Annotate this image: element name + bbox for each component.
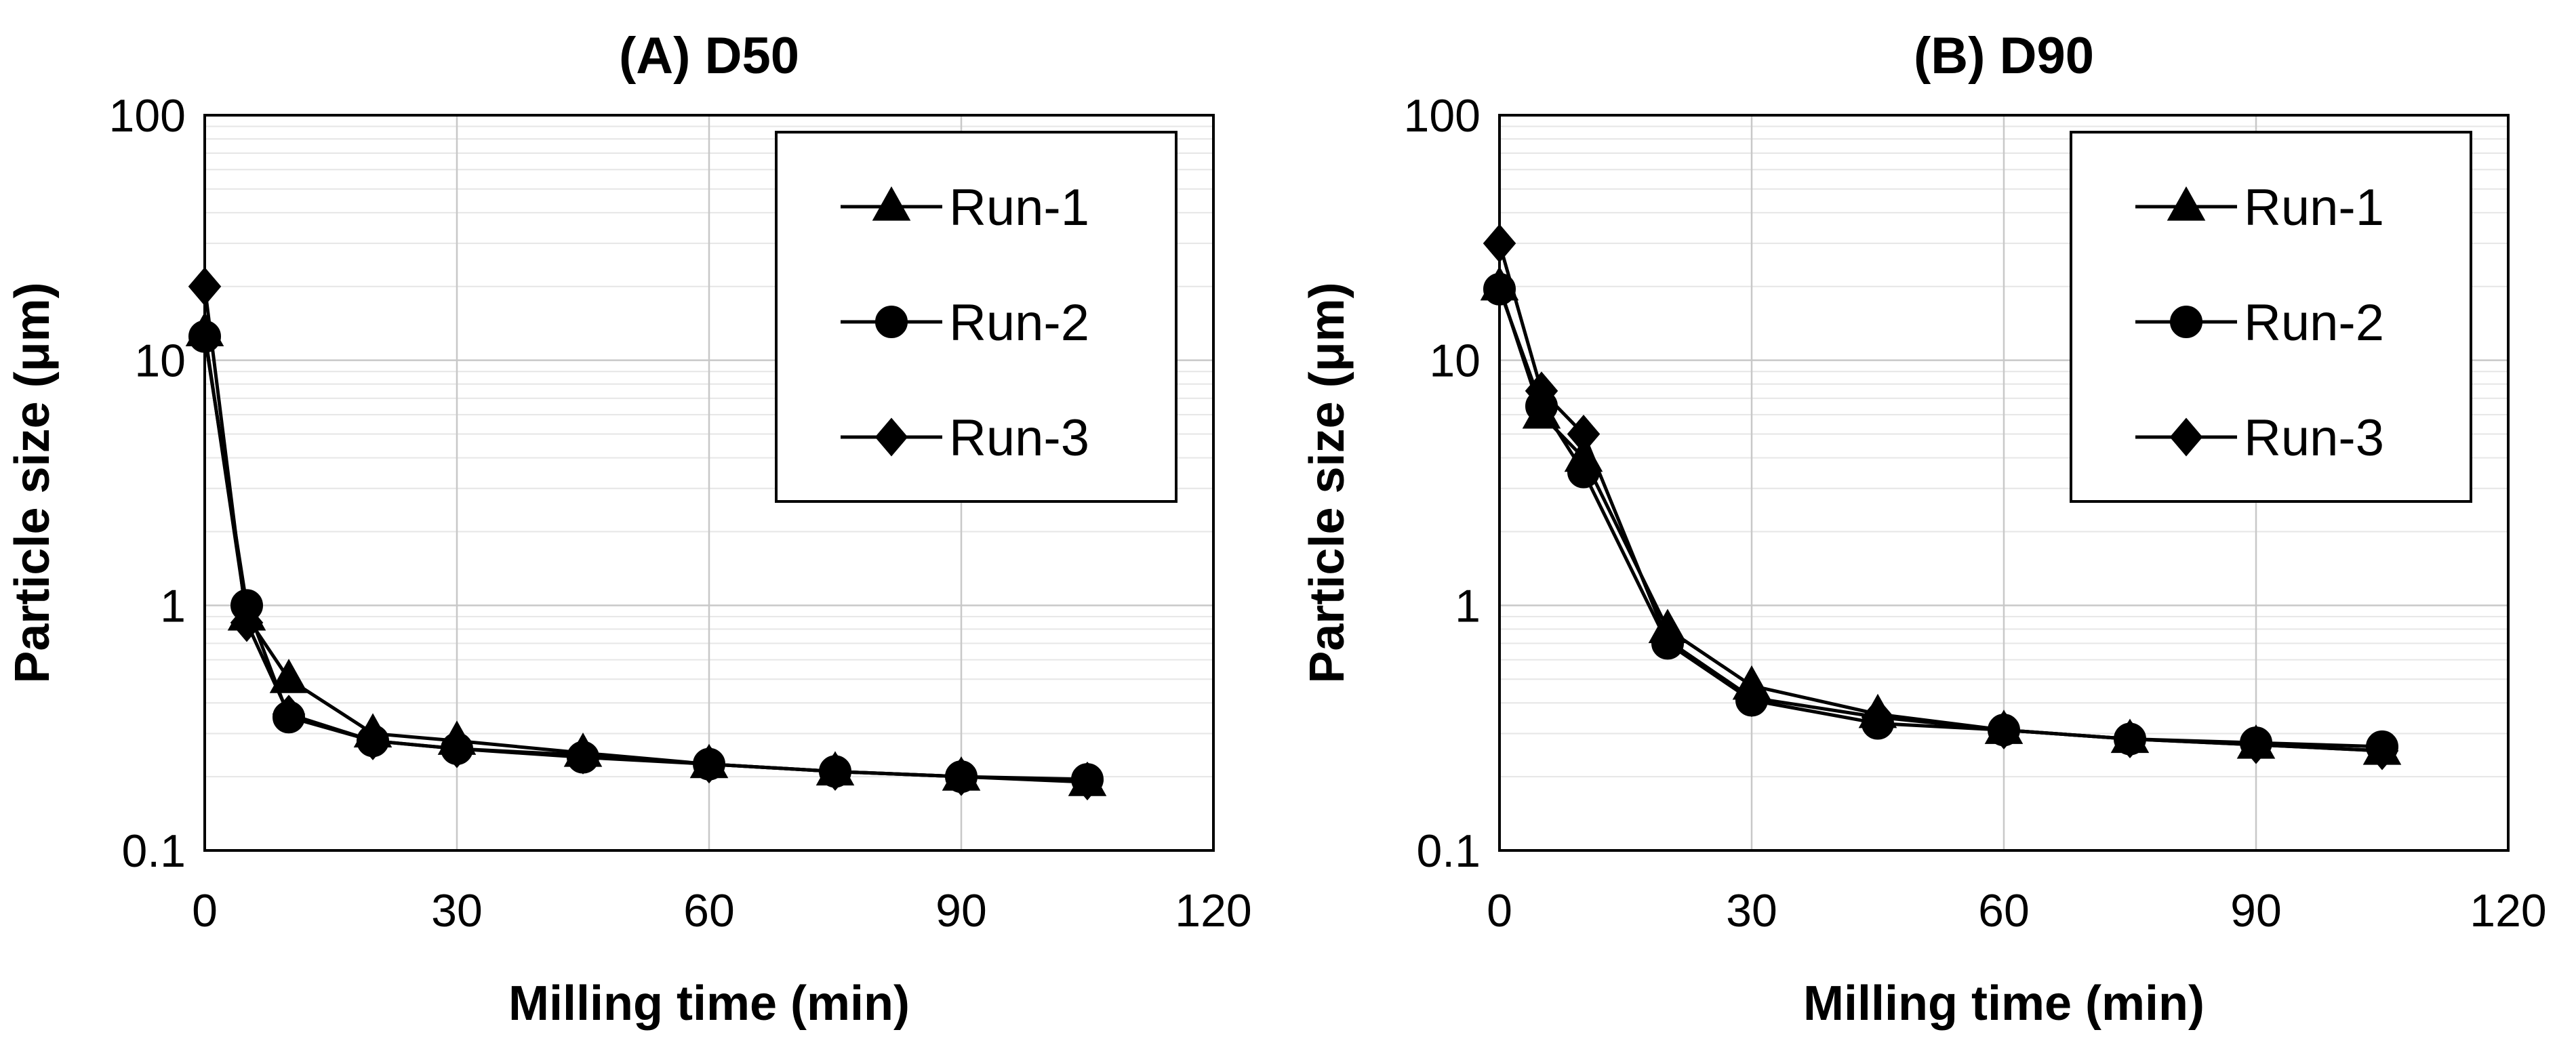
series-run-3: [1483, 224, 2399, 770]
x-tick-label: 0: [192, 885, 218, 937]
legend-box: [775, 131, 1178, 503]
data-point-run-3: [1483, 224, 1516, 263]
data-point-run-3: [1861, 697, 1895, 737]
x-tick-label: 0: [1487, 885, 1512, 937]
data-point-run-3: [2365, 731, 2399, 770]
chart-panel-2: 0.1 1 10 100 0 30 60 90 120 (B) D90 Milling time (…: [1300, 27, 2547, 1031]
x-tick-label: 60: [683, 885, 735, 937]
x-tick-label: 90: [935, 885, 987, 937]
data-point-run-3: [1651, 621, 1685, 660]
y-tick-label: 1: [160, 580, 186, 632]
legend-marker-run-1: [2167, 186, 2206, 221]
chart-panel-1: 0.1 1 10 100 0 30 60 90 120 (A) D50 Milling time (…: [5, 27, 1252, 1031]
plot-frame: [1498, 114, 2510, 852]
data-point-run-3: [272, 695, 306, 734]
x-tick-label: 30: [1726, 885, 1777, 937]
legend-label: Run-1: [949, 179, 1089, 236]
y-tick-label: 100: [109, 90, 186, 142]
data-point-run-3: [230, 603, 264, 642]
legend-marker-run-3: [2169, 417, 2203, 457]
y-tick-label: 0.1: [121, 825, 186, 877]
data-point-run-2: [1483, 272, 1516, 306]
data-point-run-3: [818, 752, 852, 791]
chart-title: (B) D90: [1914, 27, 2094, 85]
series-line-run-3: [203, 286, 1088, 783]
legend-label: Run-1: [2244, 179, 2384, 236]
data-point-run-3: [1735, 678, 1769, 718]
y-tick-label: 1: [1455, 580, 1481, 632]
plot-frame: [203, 114, 1215, 852]
data-point-run-3: [440, 729, 474, 768]
legend: Run-1 Run-2 Run-3: [775, 131, 1178, 503]
legend-marker-run-1: [872, 186, 911, 221]
legend-marker-run-2: [875, 306, 908, 338]
x-axis-label: Milling time (min): [1803, 976, 2205, 1031]
data-point-run-3: [2239, 725, 2273, 764]
data-point-run-3: [566, 735, 600, 775]
legend-label: Run-3: [2244, 409, 2384, 467]
x-axis-label: Milling time (min): [508, 976, 910, 1031]
data-point-run-3: [692, 745, 726, 784]
y-tick-label: 10: [134, 335, 186, 387]
y-tick-label: 0.1: [1416, 825, 1481, 877]
legend-label: Run-2: [2244, 294, 2384, 352]
data-point-run-3: [1070, 761, 1104, 801]
x-tick-label: 90: [2230, 885, 2282, 937]
x-tick-label: 120: [2470, 885, 2546, 937]
data-point-run-2: [188, 320, 221, 353]
y-axis-label: Particle size (μm): [5, 282, 60, 683]
legend-box: [2070, 131, 2472, 503]
y-axis-label: Particle size (μm): [1300, 282, 1354, 683]
data-point-run-3: [1525, 371, 1558, 411]
y-tick-label: 100: [1404, 90, 1481, 142]
data-point-run-3: [1987, 710, 2021, 749]
legend-marker-run-3: [874, 417, 908, 457]
x-tick-label: 120: [1175, 885, 1251, 937]
chart-title: (A) D50: [619, 27, 799, 85]
series-line-run-3: [1497, 243, 2383, 753]
legend: Run-1 Run-2 Run-3: [2070, 131, 2472, 503]
legend-marker-run-2: [2170, 306, 2202, 338]
x-tick-label: 30: [431, 885, 483, 937]
legend-label: Run-3: [949, 409, 1089, 467]
legend-label: Run-2: [949, 294, 1089, 352]
data-point-run-3: [2113, 719, 2147, 759]
data-point-run-3: [944, 757, 978, 796]
data-point-run-1: [269, 659, 308, 693]
data-point-run-3: [356, 721, 390, 760]
data-point-run-3: [188, 267, 222, 306]
x-tick-label: 60: [1978, 885, 2030, 937]
y-tick-label: 10: [1429, 335, 1481, 387]
data-point-run-3: [1567, 414, 1601, 454]
series-run-3: [188, 267, 1104, 801]
